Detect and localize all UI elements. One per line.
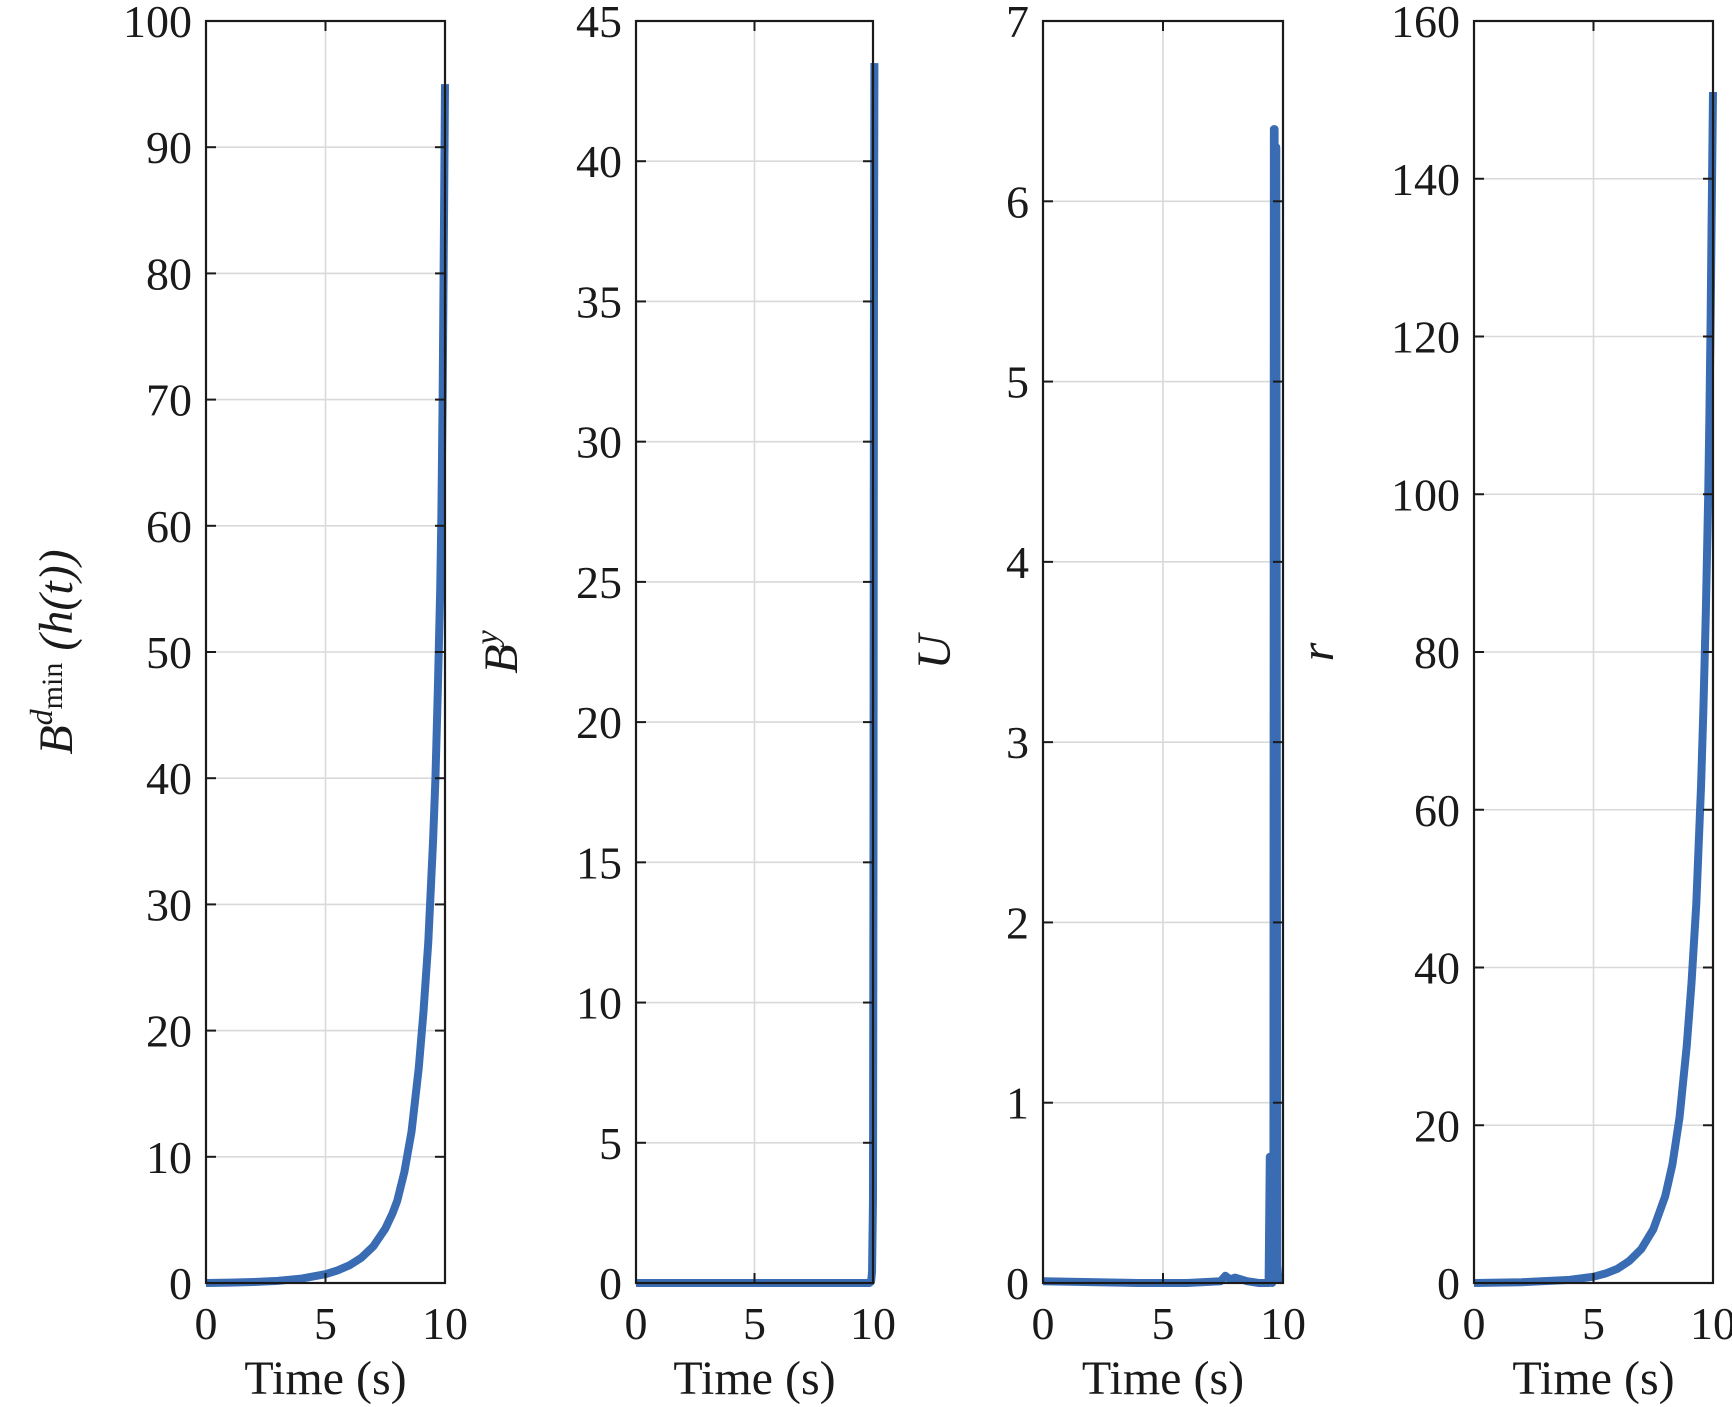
y-axis-label-sup: d: [23, 708, 59, 725]
y-tick-label: 25: [576, 557, 622, 608]
y-tick-label: 80: [146, 248, 192, 299]
x-tick-label: 10: [422, 1298, 468, 1349]
y-tick-label: 70: [146, 375, 192, 426]
y-tick-label: 30: [576, 417, 622, 468]
y-tick-label: 160: [1391, 0, 1460, 47]
grid-lines: [636, 21, 873, 1283]
y-axis-label: r: [1291, 642, 1344, 661]
x-tick-label: 10: [1260, 1298, 1306, 1349]
y-tick-label: 0: [1437, 1258, 1460, 1309]
y-tick-label: 40: [1414, 943, 1460, 994]
y-tick-label: 1: [1006, 1078, 1029, 1129]
y-axis-label-sup: y: [468, 629, 504, 647]
tick-marks: [635, 20, 874, 1284]
y-tick-label: 50: [146, 627, 192, 678]
y-tick-label: 35: [576, 276, 622, 327]
x-tick-label: 10: [1690, 1298, 1732, 1349]
y-tick-label: 6: [1006, 176, 1029, 227]
grid-lines: [1043, 21, 1283, 1283]
y-axis-label-rest: (h(t)): [30, 549, 83, 662]
y-tick-label: 100: [123, 0, 192, 47]
grid-lines: [1474, 21, 1713, 1283]
y-axis-label-base: r: [1291, 642, 1344, 661]
x-tick-labels: 0 5 10: [1463, 1298, 1732, 1349]
x-axis-label: Time (s): [1082, 1352, 1244, 1405]
y-tick-label: 2: [1006, 897, 1029, 948]
panel-u: 0 1 2 3 4 5 6 7 0 5 10 Time (s) U: [908, 0, 1306, 1405]
y-tick-label: 100: [1391, 469, 1460, 520]
panel-r: 0 20 40 60 80 100 120 140 160 0 5 10 Time (s) r: [1291, 0, 1732, 1405]
x-tick-label: 0: [195, 1298, 218, 1349]
x-tick-label: 10: [850, 1298, 896, 1349]
panel-by: 0 5 10 15 20 25 30 35 40 45 0 5 10 Time (s) By: [468, 0, 896, 1405]
series-line-r: [1473, 91, 1717, 1287]
x-tick-labels: 0 5 10: [625, 1298, 897, 1349]
y-tick-label: 5: [1006, 357, 1029, 408]
y-tick-label: 20: [1414, 1100, 1460, 1151]
y-axis-label: Bdmin (h(t)): [23, 549, 83, 754]
y-axis-label: By: [468, 629, 528, 673]
y-tick-label: 60: [146, 501, 192, 552]
x-tick-label: 0: [625, 1298, 648, 1349]
y-tick-label: 0: [169, 1258, 192, 1309]
y-tick-label: 0: [599, 1258, 622, 1309]
tick-marks: [1042, 20, 1284, 1284]
y-axis-label-base: U: [908, 631, 961, 669]
y-tick-labels: 0 10 20 30 40 50 60 70 80 90 100: [123, 0, 192, 1309]
x-tick-label: 0: [1463, 1298, 1486, 1349]
y-tick-label: 90: [146, 122, 192, 173]
x-axis-label: Time (s): [673, 1352, 835, 1405]
y-tick-label: 5: [599, 1118, 622, 1169]
y-tick-label: 10: [146, 1132, 192, 1183]
y-tick-label: 10: [576, 978, 622, 1029]
series-line-u: [1042, 125, 1284, 1287]
y-tick-labels: 0 20 40 60 80 100 120 140 160: [1391, 0, 1460, 1309]
y-tick-label: 0: [1006, 1258, 1029, 1309]
y-tick-label: 140: [1391, 154, 1460, 205]
y-axis-label-base: B: [475, 644, 528, 673]
x-tick-labels: 0 5 10: [1032, 1298, 1307, 1349]
y-tick-label: 7: [1006, 0, 1029, 47]
y-tick-label: 30: [146, 879, 192, 930]
tick-marks: [205, 20, 446, 1284]
y-tick-label: 80: [1414, 627, 1460, 678]
y-axis-label-sup-sub: min: [36, 663, 69, 710]
y-tick-label: 20: [576, 697, 622, 748]
panel-bmin: 0 10 20 30 40 50 60 70 80 90 100 0 5 10 Time (s) Bdm…: [23, 0, 468, 1405]
x-axis-label: Time (s): [1512, 1352, 1674, 1405]
x-tick-label: 5: [1582, 1298, 1605, 1349]
y-tick-label: 20: [146, 1006, 192, 1057]
x-tick-label: 5: [1152, 1298, 1175, 1349]
series-line-bmin: [205, 84, 449, 1287]
tick-marks: [1473, 20, 1714, 1284]
y-tick-label: 15: [576, 837, 622, 888]
y-tick-label: 45: [576, 0, 622, 47]
y-tick-label: 40: [146, 753, 192, 804]
y-tick-label: 3: [1006, 717, 1029, 768]
x-axis-label: Time (s): [244, 1352, 406, 1405]
x-tick-labels: 0 5 10: [195, 1298, 469, 1349]
y-tick-labels: 0 5 10 15 20 25 30 35 40 45: [576, 0, 622, 1309]
x-tick-label: 0: [1032, 1298, 1055, 1349]
y-tick-label: 120: [1391, 312, 1460, 363]
y-axis-label: U: [908, 631, 961, 669]
x-tick-label: 5: [743, 1298, 766, 1349]
y-axis-label-base: B: [30, 725, 83, 754]
grid-lines: [206, 21, 445, 1283]
y-tick-label: 60: [1414, 785, 1460, 836]
y-tick-label: 40: [576, 136, 622, 187]
y-tick-label: 4: [1006, 537, 1029, 588]
y-tick-labels: 0 1 2 3 4 5 6 7: [1006, 0, 1029, 1309]
x-tick-label: 5: [314, 1298, 337, 1349]
